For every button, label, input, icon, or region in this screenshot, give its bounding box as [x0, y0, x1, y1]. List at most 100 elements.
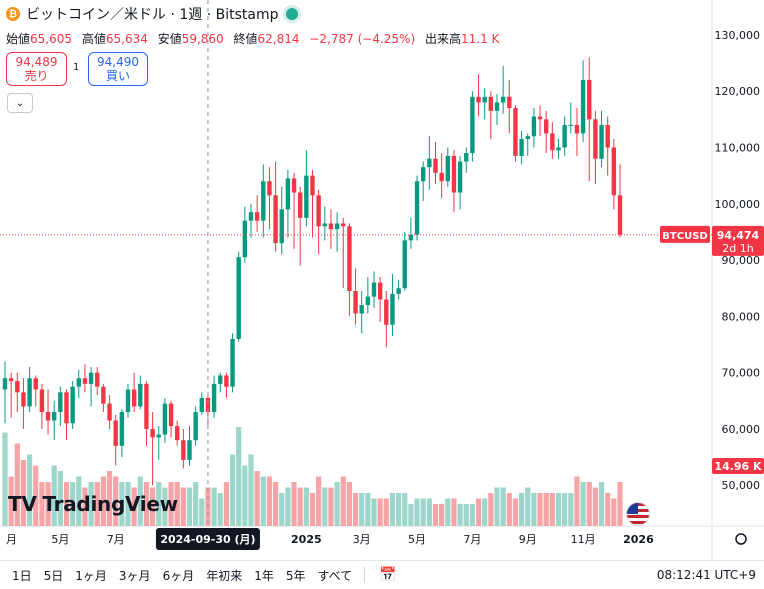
symbol-tag: BTCUSD — [662, 231, 707, 242]
sell-button[interactable]: 94,489 売り — [6, 52, 67, 86]
range-3m[interactable]: 3ヶ月 — [118, 568, 151, 583]
volume-bar — [371, 498, 377, 526]
candle-body — [230, 338, 235, 387]
volume-bar — [543, 493, 549, 526]
volume-bar — [125, 482, 131, 526]
candle-body — [544, 119, 549, 134]
bottom-toolbar: 1日 5日 1ヶ月 3ヶ月 6ヶ月 年初来 1年 5年 すべて 📅 08:12:… — [0, 560, 764, 589]
volume-bar — [408, 504, 414, 526]
candle-body — [537, 116, 543, 120]
volume-bar — [150, 487, 156, 526]
volume-bar — [106, 471, 113, 526]
candle-body — [580, 79, 586, 134]
candle-body — [328, 223, 334, 230]
candle-body — [168, 403, 174, 427]
candle-body — [562, 124, 567, 148]
candle-body — [482, 96, 487, 103]
volume-bar — [156, 482, 162, 526]
candle-body — [593, 119, 598, 159]
x-tick-label: 9月 — [519, 533, 537, 546]
volume-tag: 14.96 K — [714, 460, 762, 473]
range-6m[interactable]: 6ヶ月 — [162, 568, 195, 583]
y-tick-label: 60,000 — [722, 423, 761, 436]
volume-bar — [525, 487, 531, 526]
volume-bar — [33, 465, 39, 526]
candle-body — [285, 178, 291, 210]
volume-bar — [82, 487, 88, 526]
volume-bar — [617, 482, 623, 526]
gear-icon[interactable] — [735, 533, 747, 545]
volume-bar — [389, 493, 396, 526]
range-ytd[interactable]: 年初来 — [206, 568, 243, 583]
x-tick-label: 2026 — [623, 533, 654, 546]
candle-body — [21, 392, 26, 407]
volume-bar — [574, 476, 580, 526]
candle-body — [427, 158, 432, 168]
volume-bar — [451, 498, 457, 526]
candle-body — [101, 386, 106, 404]
candle-body — [131, 389, 137, 407]
volume-bar — [365, 493, 371, 526]
volume-bar — [248, 454, 254, 526]
price-axis[interactable]: 50,000 60,000 70,000 80,000 90,000 100,000 110… — [715, 29, 761, 492]
range-1y[interactable]: 1年 — [254, 568, 274, 583]
low-label: 安値 — [157, 32, 182, 46]
x-tick-label: 5月 — [408, 533, 426, 546]
volume-bar — [273, 482, 279, 526]
us-flag-icon[interactable] — [626, 502, 650, 526]
volume-bar — [199, 498, 205, 526]
volume-bar — [512, 498, 519, 526]
candle-body — [254, 212, 260, 221]
volume-bar — [531, 493, 537, 526]
y-tick-label: 70,000 — [722, 367, 761, 380]
x-tick-label: 月 — [6, 533, 17, 546]
range-all[interactable]: すべて — [317, 568, 353, 583]
candle-body — [76, 378, 81, 387]
ohlc-legend: 始値65,605 高値65,634 安値59,860 終値62,814 −2,7… — [6, 30, 505, 47]
candle-body — [476, 96, 481, 103]
range-5d[interactable]: 5日 — [43, 568, 64, 583]
volume-bar — [445, 498, 451, 526]
sell-price: 94,489 — [15, 55, 58, 69]
volume-bar — [432, 504, 439, 526]
open-value: 65,605 — [30, 32, 73, 46]
buy-button[interactable]: 94,490 買い — [88, 52, 148, 86]
volume-bar — [57, 471, 63, 526]
volume-bar — [555, 493, 562, 526]
volume-bar — [242, 465, 248, 526]
candle-body — [248, 212, 254, 221]
candle-body — [451, 155, 457, 193]
clock-timezone[interactable]: 08:12:41 UTC+9 — [656, 568, 756, 582]
candle-body — [279, 209, 284, 244]
volume-bar — [568, 493, 574, 526]
volume-bar — [605, 493, 611, 526]
high-value: 65,634 — [105, 32, 148, 46]
volume-bar — [8, 476, 14, 526]
candle-body — [138, 383, 143, 407]
bar-countdown: 2d 1h — [722, 242, 753, 255]
volume-bar — [100, 476, 106, 526]
calendar-range-icon[interactable]: 📅 — [379, 567, 397, 583]
spread-value: 1 — [73, 62, 80, 73]
symbol-header[interactable]: ₿ ビットコイン／米ドル · 1週 · Bitstamp — [6, 4, 299, 24]
price-tag-box[interactable] — [712, 225, 764, 256]
volume-bar — [168, 482, 174, 526]
candle-body — [371, 282, 377, 297]
tradingview-logo[interactable]: TV TradingView — [8, 492, 178, 516]
candle-body — [488, 96, 494, 111]
time-axis[interactable]: 月 5月 7月 2025 3月 5月 7月 9月 11月 2026 — [6, 533, 747, 546]
candle-body — [617, 195, 623, 235]
range-1m[interactable]: 1ヶ月 — [75, 568, 107, 583]
candle-body — [39, 389, 45, 413]
volume-bar — [119, 482, 125, 526]
volume-bar — [27, 454, 33, 526]
range-5y[interactable]: 5年 — [285, 568, 306, 583]
range-1d[interactable]: 1日 — [12, 568, 32, 583]
low-value: 59,860 — [181, 32, 224, 46]
candle-body — [396, 288, 401, 294]
collapse-legend-button[interactable]: ⌄ — [7, 93, 33, 113]
volume-bar — [223, 482, 229, 526]
candle-body — [205, 397, 211, 413]
